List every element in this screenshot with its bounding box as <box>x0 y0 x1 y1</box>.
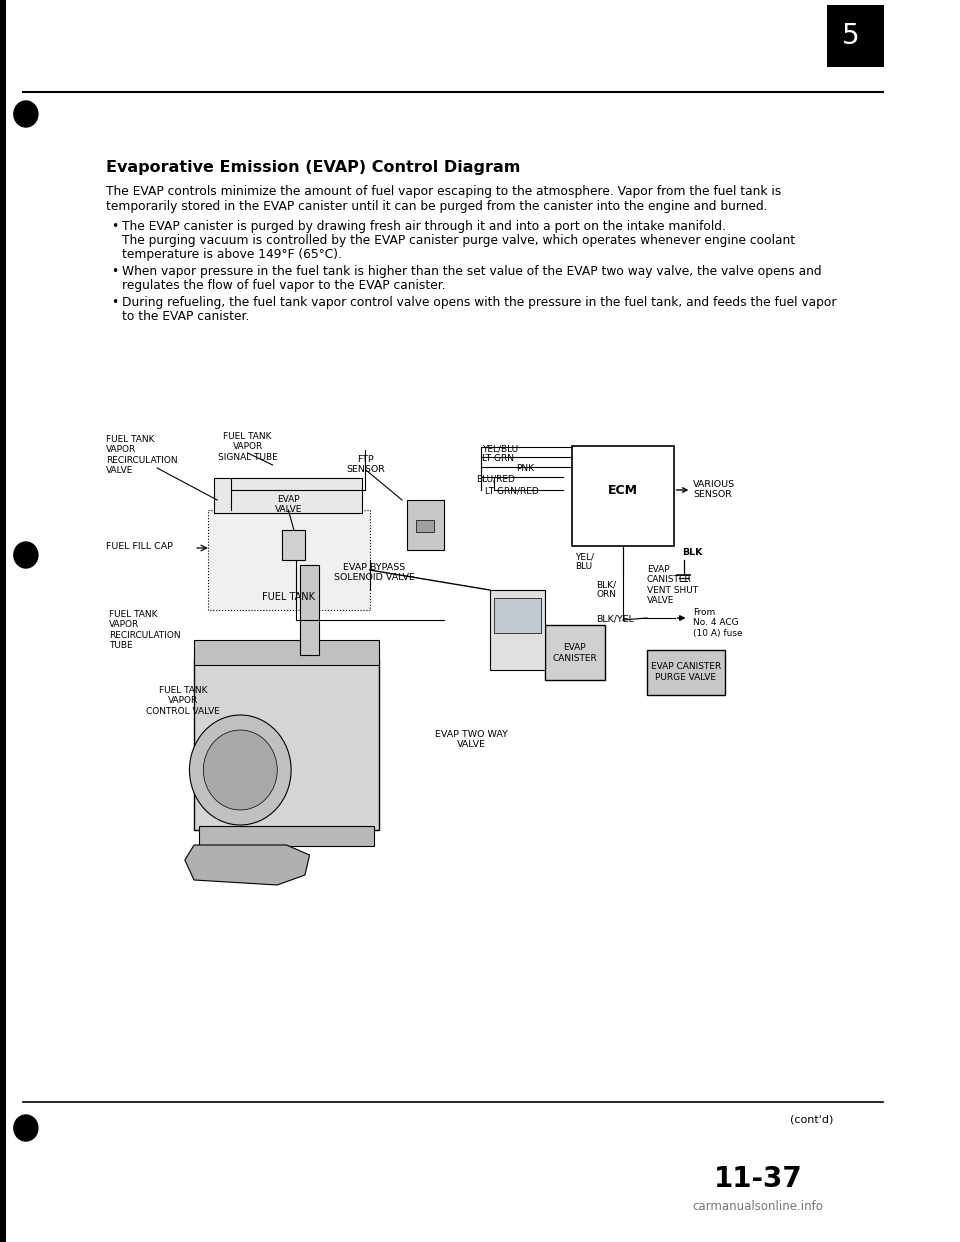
Circle shape <box>13 1115 37 1141</box>
Text: EVAP
CANISTER: EVAP CANISTER <box>552 643 597 663</box>
Bar <box>407 501 444 550</box>
Text: BLK: BLK <box>682 548 703 556</box>
Text: YEL/BLU: YEL/BLU <box>483 443 518 453</box>
Text: The EVAP controls minimize the amount of fuel vapor escaping to the atmosphere. : The EVAP controls minimize the amount of… <box>107 185 781 197</box>
Bar <box>828 5 884 67</box>
Text: EVAP
VALVE: EVAP VALVE <box>275 496 302 514</box>
Text: FUEL TANK
VAPOR
CONTROL VALVE: FUEL TANK VAPOR CONTROL VALVE <box>146 686 220 715</box>
Text: EVAP BYPASS
SOLENOID VALVE: EVAP BYPASS SOLENOID VALVE <box>334 563 415 582</box>
Text: •: • <box>111 265 118 278</box>
Text: LT GRN: LT GRN <box>483 455 515 463</box>
Text: Evaporative Emission (EVAP) Control Diagram: Evaporative Emission (EVAP) Control Diag… <box>107 160 520 175</box>
Text: FUEL TANK: FUEL TANK <box>262 592 315 602</box>
Text: BLK/
ORN: BLK/ ORN <box>596 580 616 600</box>
Polygon shape <box>185 845 309 886</box>
Bar <box>214 478 362 513</box>
Text: EVAP
CANISTER
VENT SHUT
VALVE: EVAP CANISTER VENT SHUT VALVE <box>647 565 698 605</box>
Text: LT GRN/RED: LT GRN/RED <box>485 487 539 496</box>
Text: FUEL TANK
VAPOR
SIGNAL TUBE: FUEL TANK VAPOR SIGNAL TUBE <box>218 432 277 462</box>
Text: •: • <box>111 220 118 233</box>
Bar <box>494 597 540 633</box>
Text: 11-37: 11-37 <box>713 1165 803 1194</box>
Circle shape <box>204 730 277 810</box>
Text: •: • <box>111 296 118 309</box>
Circle shape <box>189 715 291 825</box>
Text: FUEL FILL CAP: FUEL FILL CAP <box>107 542 173 551</box>
Text: During refueling, the fuel tank vapor control valve opens with the pressure in t: During refueling, the fuel tank vapor co… <box>122 296 836 309</box>
Text: When vapor pressure in the fuel tank is higher than the set value of the EVAP tw: When vapor pressure in the fuel tank is … <box>122 265 822 278</box>
Text: EVAP TWO WAY
VALVE: EVAP TWO WAY VALVE <box>435 730 508 749</box>
Text: regulates the flow of fuel vapor to the EVAP canister.: regulates the flow of fuel vapor to the … <box>122 279 445 292</box>
Text: FUEL TANK
VAPOR
RECIRCULATION
VALVE: FUEL TANK VAPOR RECIRCULATION VALVE <box>107 435 178 476</box>
Text: temporarily stored in the EVAP canister until it can be purged from the canister: temporarily stored in the EVAP canister … <box>107 200 768 212</box>
Bar <box>199 826 374 846</box>
Text: The purging vacuum is controlled by the EVAP canister purge valve, which operate: The purging vacuum is controlled by the … <box>122 233 795 247</box>
Text: $\mathbf{\mathit{5}}$: $\mathbf{\mathit{5}}$ <box>841 22 858 50</box>
Bar <box>282 530 305 560</box>
Bar <box>647 650 726 696</box>
Bar <box>490 590 545 669</box>
Bar <box>416 520 434 532</box>
Text: BLU/RED: BLU/RED <box>476 474 515 483</box>
Text: EVAP CANISTER
PURGE VALVE: EVAP CANISTER PURGE VALVE <box>651 662 721 682</box>
Text: temperature is above 149°F (65°C).: temperature is above 149°F (65°C). <box>122 248 342 261</box>
Text: to the EVAP canister.: to the EVAP canister. <box>122 310 250 323</box>
Text: YEL/
BLU: YEL/ BLU <box>575 551 594 571</box>
Text: ECM: ECM <box>608 484 637 498</box>
Circle shape <box>13 101 37 127</box>
Bar <box>194 660 379 830</box>
Text: FTP
SENSOR: FTP SENSOR <box>347 455 385 474</box>
Text: carmanualsonline.info: carmanualsonline.info <box>692 1200 824 1213</box>
Text: FUEL TANK
VAPOR
RECIRCULATION
TUBE: FUEL TANK VAPOR RECIRCULATION TUBE <box>109 610 180 651</box>
Text: (cont'd): (cont'd) <box>790 1115 833 1125</box>
Bar <box>208 510 370 610</box>
Bar <box>572 446 674 546</box>
Bar <box>0 0 7 1242</box>
Text: VARIOUS
SENSOR: VARIOUS SENSOR <box>693 479 735 499</box>
Bar <box>300 565 319 655</box>
Bar <box>194 640 379 664</box>
Text: From
No. 4 ACG
(10 A) fuse: From No. 4 ACG (10 A) fuse <box>693 609 743 638</box>
Text: The EVAP canister is purged by drawing fresh air through it and into a port on t: The EVAP canister is purged by drawing f… <box>122 220 726 233</box>
Circle shape <box>13 542 37 568</box>
Bar <box>545 625 606 681</box>
Text: PNK: PNK <box>516 465 534 473</box>
Text: BLK/YEL: BLK/YEL <box>596 614 634 623</box>
